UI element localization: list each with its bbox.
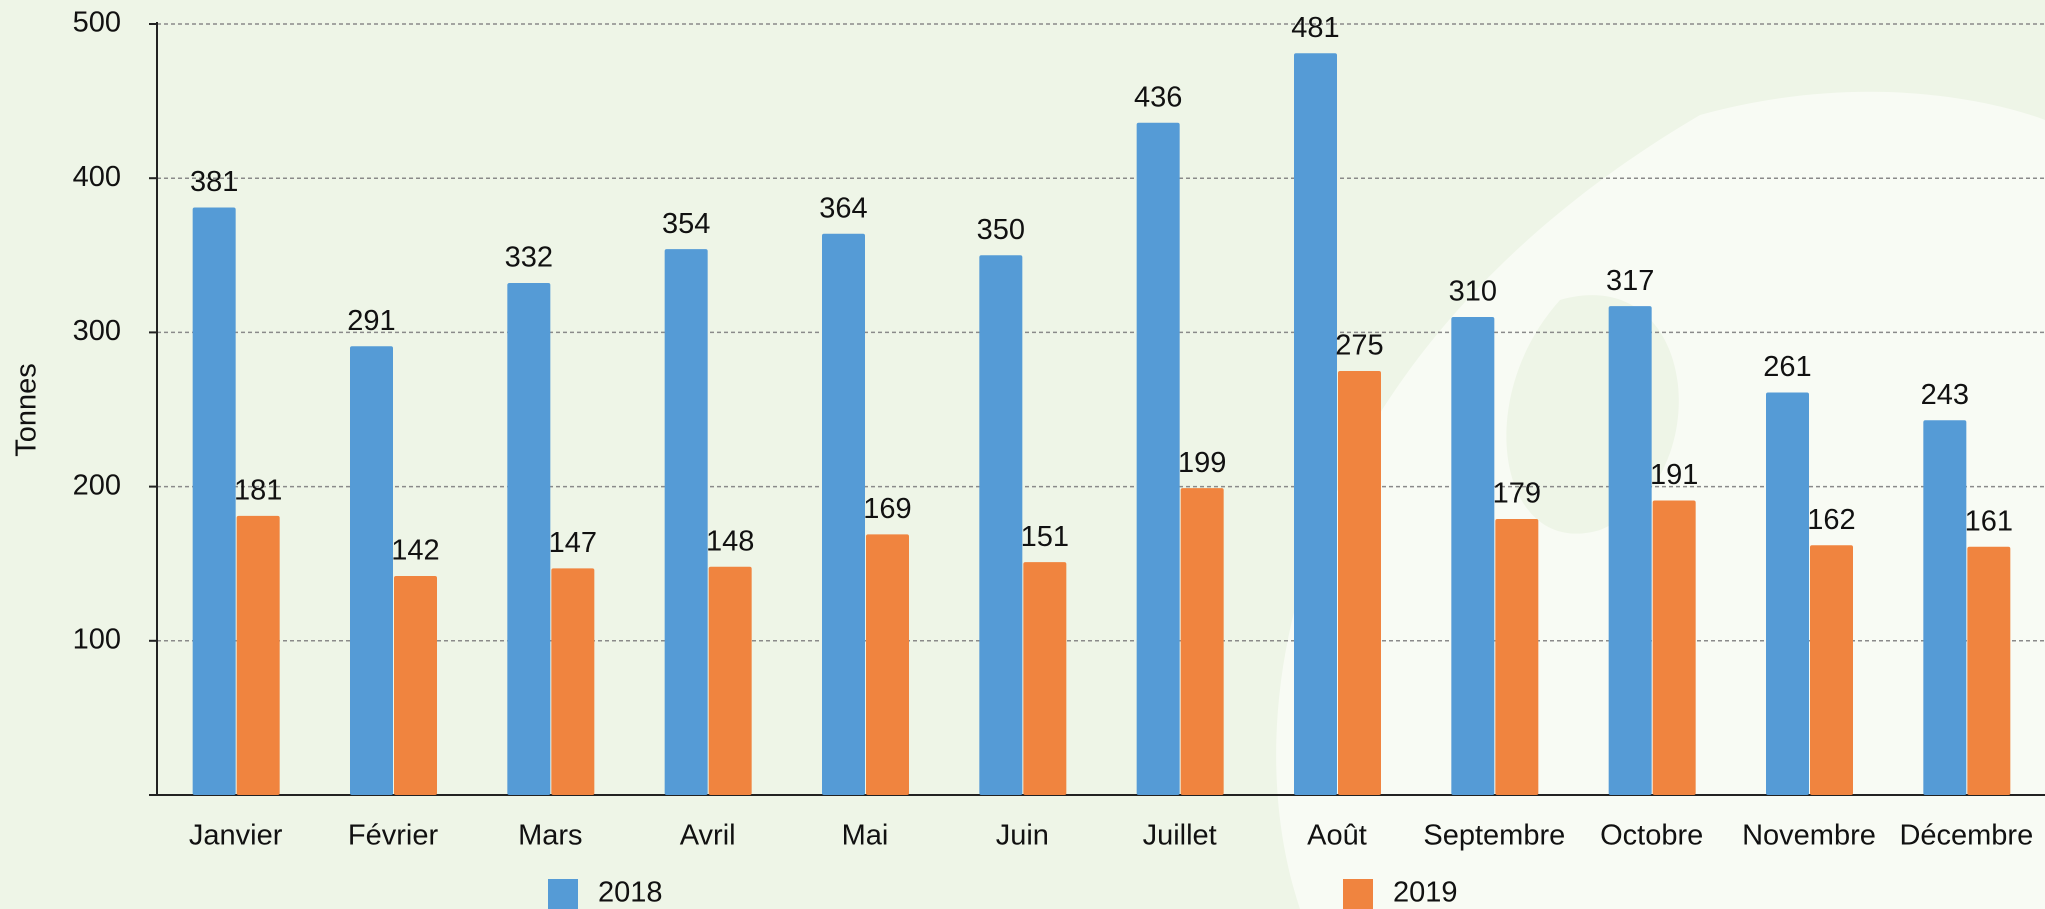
value-label: 317 (1606, 265, 1654, 297)
bar (551, 568, 594, 795)
y-tick-label: 200 (73, 469, 121, 501)
value-label: 151 (1021, 521, 1069, 553)
bar (979, 255, 1022, 795)
bar (1181, 488, 1224, 795)
value-label: 179 (1493, 478, 1541, 510)
x-tick-label: Juin (996, 820, 1049, 852)
bar (237, 516, 280, 795)
value-label: 350 (977, 214, 1025, 246)
x-tick-label: Février (348, 820, 439, 852)
chart: Tonnes 100 200 300 400 500 Janvier 381 181 Févri… (0, 0, 2045, 909)
value-label: 147 (549, 527, 597, 559)
bar (193, 207, 236, 795)
bar (822, 234, 865, 795)
value-label: 275 (1335, 330, 1383, 362)
bar (350, 346, 393, 795)
value-label: 354 (662, 208, 710, 240)
bar (866, 534, 909, 795)
y-tick-label: 300 (73, 315, 121, 347)
value-label: 261 (1763, 351, 1811, 383)
x-tick-label: Mai (842, 820, 889, 852)
x-tick-label: Octobre (1600, 820, 1703, 852)
value-label: 148 (706, 525, 754, 557)
value-label: 191 (1650, 459, 1698, 491)
value-label: 481 (1291, 12, 1339, 44)
value-label: 161 (1965, 505, 2013, 537)
x-tick-label: Avril (680, 820, 736, 852)
value-label: 310 (1449, 276, 1497, 308)
legend-label: 2018 (598, 877, 663, 909)
y-axis-label: Tonnes (11, 363, 43, 457)
value-label: 436 (1134, 81, 1182, 113)
legend-swatch (548, 879, 578, 909)
value-label: 142 (391, 535, 439, 567)
x-tick-label: Septembre (1423, 820, 1565, 852)
value-label: 199 (1178, 447, 1226, 479)
x-tick-label: Décembre (1899, 820, 2033, 852)
x-tick-label: Août (1307, 820, 1367, 852)
bar (1338, 371, 1381, 795)
bar (709, 567, 752, 795)
legend-swatch (1343, 879, 1373, 909)
bar (1653, 500, 1696, 795)
bar (1766, 393, 1809, 795)
bar (394, 576, 437, 795)
y-tick-label: 100 (73, 623, 121, 655)
bar (1451, 317, 1494, 795)
x-tick-label: Janvier (189, 820, 283, 852)
bar (1294, 53, 1337, 795)
legend-label: 2019 (1393, 877, 1458, 909)
x-tick-label: Novembre (1742, 820, 1876, 852)
x-tick-label: Juillet (1143, 820, 1217, 852)
value-label: 181 (234, 475, 282, 507)
bar (1495, 519, 1538, 795)
value-label: 332 (505, 242, 553, 274)
bar (1923, 420, 1966, 795)
value-label: 243 (1921, 379, 1969, 411)
bar (665, 249, 708, 795)
x-tick-label: Mars (518, 820, 582, 852)
y-tick-label: 500 (73, 7, 121, 39)
value-label: 364 (819, 192, 867, 224)
bar (1609, 306, 1652, 795)
bar (1967, 547, 2010, 795)
value-label: 381 (190, 166, 238, 198)
value-label: 162 (1807, 504, 1855, 536)
bar (1810, 545, 1853, 795)
bar (507, 283, 550, 795)
bar (1023, 562, 1066, 795)
bar (1137, 123, 1180, 795)
y-tick-label: 400 (73, 161, 121, 193)
value-label: 169 (863, 493, 911, 525)
value-label: 291 (347, 305, 395, 337)
